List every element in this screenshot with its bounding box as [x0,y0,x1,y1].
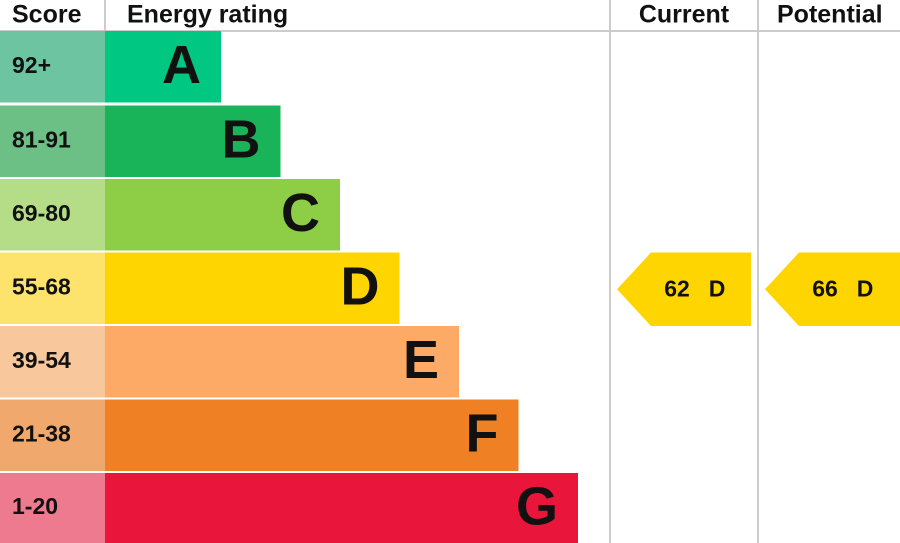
score-cell [0,473,105,543]
score-cell [0,252,105,324]
rating-letter: D [341,257,380,317]
score-label: 39-54 [12,347,71,373]
header-potential: Potential [777,1,883,29]
score-cell [0,179,105,251]
rating-letter: G [516,476,558,536]
score-label: 21-38 [12,420,71,446]
current-rating: D [709,275,726,301]
header-rating: Energy rating [127,1,288,29]
score-cell [0,326,105,398]
rating-bar [105,252,400,324]
potential-arrow [765,252,900,326]
potential-score: 66 [812,275,838,301]
header-current: Current [639,1,730,29]
current-arrow [617,252,751,326]
current-score: 62 [664,275,690,301]
score-label: 92+ [12,52,51,78]
rating-bar [105,326,459,398]
score-cell [0,31,105,103]
rating-bar [105,105,281,177]
score-cell [0,399,105,471]
rating-bar [105,179,340,251]
score-cell [0,105,105,177]
rating-letter: B [222,110,261,170]
rating-letter: A [162,35,201,95]
rating-letter: C [281,183,320,243]
rating-bar [105,473,578,543]
header-score: Score [12,1,82,29]
score-label: 55-68 [12,273,71,299]
potential-rating: D [857,275,874,301]
score-label: 1-20 [12,493,58,519]
rating-letter: E [403,330,439,390]
rating-letter: F [466,404,499,464]
score-label: 81-91 [12,126,71,152]
rating-bar [105,399,519,471]
rating-bar [105,31,221,103]
score-label: 69-80 [12,200,71,226]
